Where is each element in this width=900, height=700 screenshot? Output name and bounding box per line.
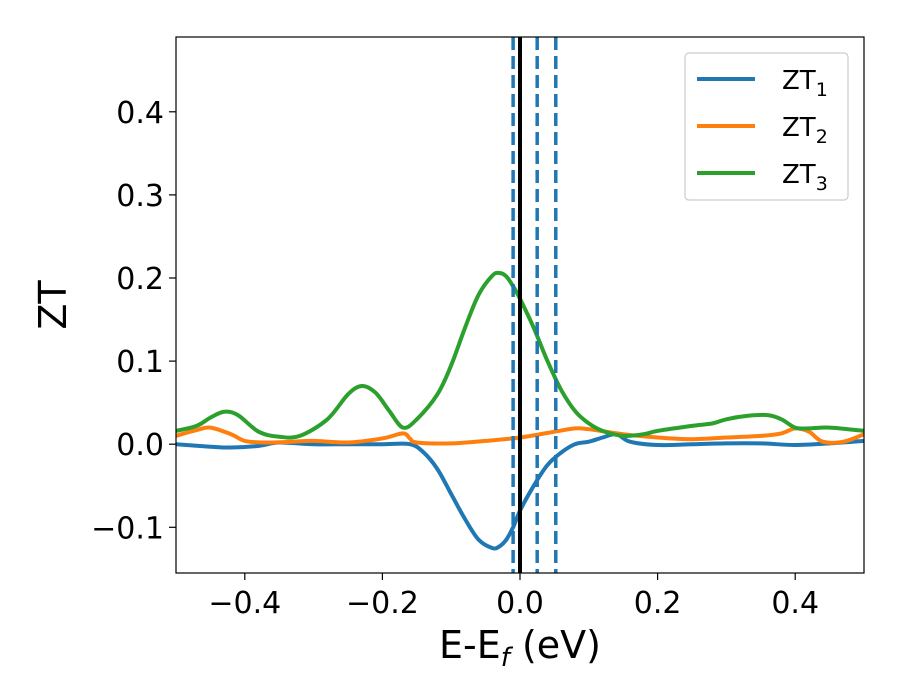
x-axis-ticks: −0.4 −0.2 0.0 0.2 0.4 xyxy=(208,573,819,621)
y-tick-label: 0.3 xyxy=(116,179,164,214)
series-line-zt2 xyxy=(176,425,864,446)
y-axis-label: ZT xyxy=(31,280,75,330)
y-tick-label: 0.1 xyxy=(116,345,164,380)
legend: ZT1 ZT2 ZT3 xyxy=(684,52,849,201)
x-tick-label: 0.2 xyxy=(634,586,682,621)
x-tick-label: 0.0 xyxy=(496,586,544,621)
legend-label-zt1: ZT1 xyxy=(782,66,828,101)
y-tick-label: 0.0 xyxy=(116,428,164,463)
x-axis-label: E-Ef (eV) xyxy=(439,623,601,673)
x-axis-label-unit: (eV) xyxy=(510,623,601,667)
x-axis-label-main: E-E xyxy=(439,623,501,667)
x-tick-label: −0.2 xyxy=(346,586,419,621)
plot-content xyxy=(176,37,864,573)
legend-label-zt2: ZT2 xyxy=(782,113,828,148)
y-tick-label: −0.1 xyxy=(91,511,164,546)
x-tick-label: −0.4 xyxy=(208,586,281,621)
series-line-zt3 xyxy=(176,270,864,440)
series-line-zt1 xyxy=(176,432,864,551)
x-tick-label: 0.4 xyxy=(771,586,819,621)
y-tick-label: 0.2 xyxy=(116,262,164,297)
y-axis-ticks: −0.1 0.0 0.1 0.2 0.3 0.4 xyxy=(91,96,176,546)
legend-box xyxy=(684,52,849,201)
y-tick-label: 0.4 xyxy=(116,96,164,131)
legend-label-zt3: ZT3 xyxy=(782,160,828,195)
